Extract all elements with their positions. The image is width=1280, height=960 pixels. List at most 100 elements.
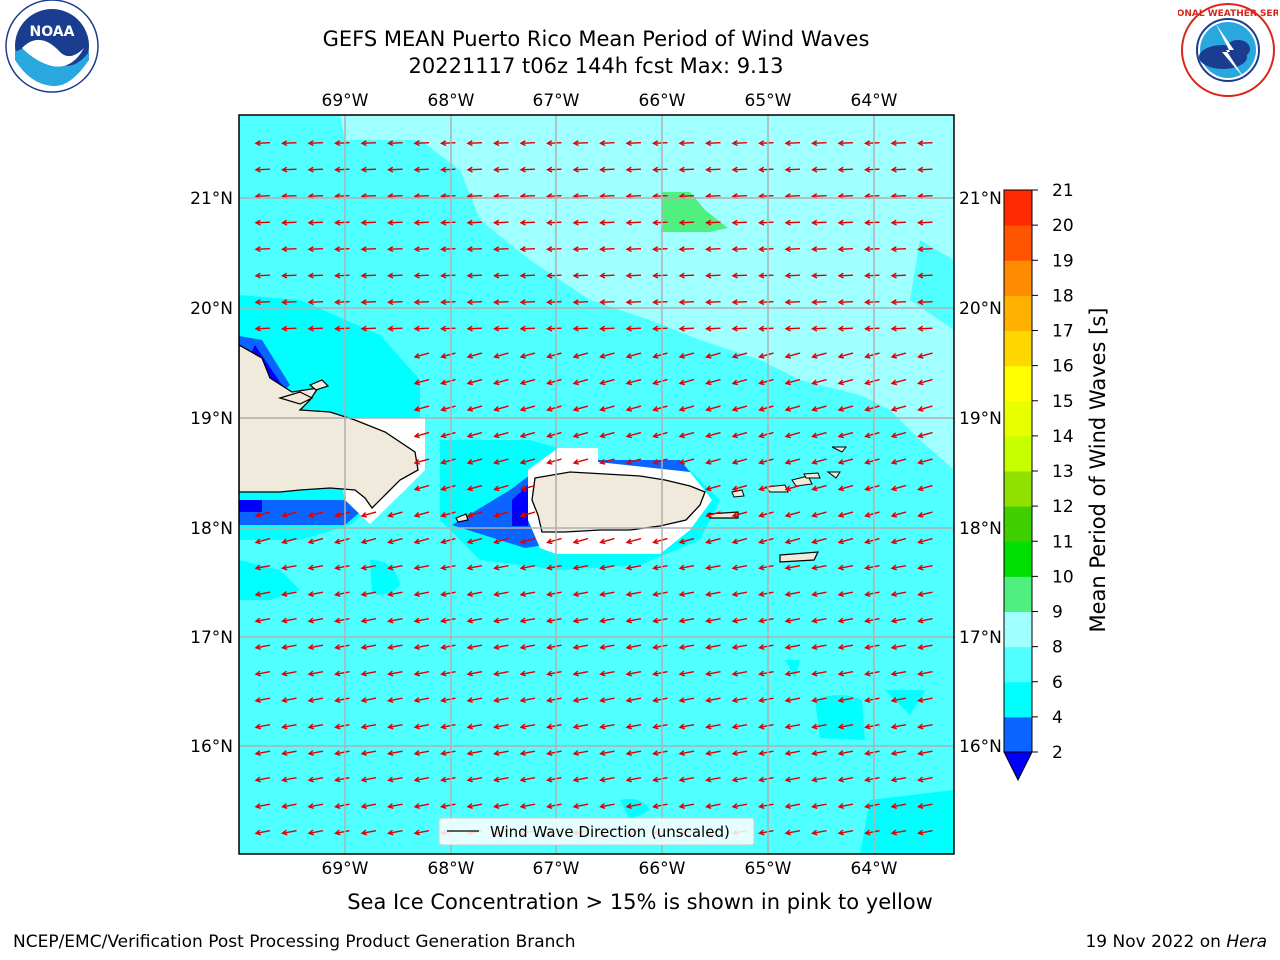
wind-wave-arrow	[360, 299, 377, 306]
wind-wave-arrow	[811, 484, 827, 492]
wind-wave-arrow	[387, 272, 403, 279]
wind-wave-arrow	[546, 325, 562, 332]
wind-wave-arrow	[519, 325, 536, 332]
wind-wave-arrow	[413, 537, 430, 545]
wind-wave-arrow	[440, 803, 456, 810]
wind-wave-arrow	[811, 272, 827, 279]
wind-wave-arrow	[572, 697, 589, 704]
wind-wave-arrow	[758, 591, 774, 598]
wind-wave-arrow	[917, 484, 933, 492]
lat-tick-left: 18°N	[190, 519, 233, 539]
wind-wave-arrow	[254, 750, 271, 757]
colorbar-segment	[1004, 190, 1032, 226]
wind-wave-arrow	[307, 140, 324, 147]
wind-wave-arrow	[811, 537, 827, 545]
wind-wave-arrow	[864, 405, 880, 412]
wind-wave-arrow	[811, 458, 827, 465]
wind-wave-arrow	[254, 272, 271, 279]
colorbar-ticks: 2 4 6 8 9 10 11 12 13 14 15 16 17 18 19 20 21	[1032, 181, 1074, 763]
wind-wave-arrow	[678, 723, 695, 730]
wind-wave-arrow	[466, 325, 483, 332]
wind-wave-arrow	[890, 352, 907, 359]
wind-wave-arrow	[864, 458, 880, 465]
footer-date: 19 Nov 2022 on Hera	[1085, 932, 1267, 952]
wind-wave-arrow	[466, 750, 483, 757]
wind-wave-arrow	[413, 166, 430, 173]
lon-tick-bottom: 66°W	[639, 859, 686, 879]
wind-wave-arrow	[705, 352, 721, 359]
wind-wave-arrow	[440, 405, 456, 412]
wind-wave-arrow	[864, 644, 880, 651]
wind-wave-arrow	[334, 299, 350, 306]
wind-wave-arrow	[440, 564, 456, 571]
wind-wave-arrow	[599, 405, 615, 412]
wind-wave-arrow	[917, 405, 933, 412]
wind-wave-arrow	[599, 697, 615, 704]
wind-wave-arrow	[652, 299, 668, 306]
wind-wave-arrow	[466, 537, 483, 545]
wind-wave-arrow	[440, 591, 456, 598]
wind-wave-arrow	[519, 776, 536, 783]
wind-wave-arrow	[731, 272, 748, 279]
wind-wave-arrow	[440, 458, 456, 465]
wind-wave-arrow	[387, 537, 403, 545]
colorbar-tick-label: 4	[1052, 708, 1063, 728]
wind-wave-arrow	[678, 405, 695, 412]
wind-wave-arrow	[281, 829, 297, 836]
wind-wave-arrow	[281, 670, 297, 677]
wind-wave-arrow	[864, 140, 880, 147]
wind-wave-arrow	[493, 458, 509, 465]
wind-wave-arrow	[678, 272, 695, 279]
wind-wave-arrow	[440, 697, 456, 704]
wind-wave-arrow	[784, 405, 801, 412]
wind-wave-arrow	[546, 537, 562, 545]
wind-wave-arrow	[466, 458, 483, 465]
wind-wave-arrow	[705, 564, 721, 571]
wind-wave-arrow	[440, 431, 456, 439]
nws-logo: NATIONAL WEATHER SERVICE	[1178, 3, 1278, 97]
wind-wave-arrow	[811, 378, 827, 386]
wind-wave-arrow	[784, 325, 801, 332]
wind-wave-arrow	[784, 484, 801, 492]
wind-wave-arrow	[493, 378, 509, 386]
wind-wave-arrow	[705, 166, 721, 173]
wind-wave-arrow	[281, 325, 297, 332]
lon-tick-top: 66°W	[639, 91, 686, 111]
wind-wave-arrow	[705, 246, 721, 253]
wind-wave-arrow	[864, 776, 880, 783]
wind-wave-arrow	[678, 325, 695, 332]
wind-wave-arrow	[652, 697, 668, 704]
wind-wave-arrow	[254, 617, 271, 624]
wind-wave-arrow	[917, 564, 933, 571]
svg-text:NATIONAL WEATHER SERVICE: NATIONAL WEATHER SERVICE	[1178, 9, 1278, 19]
wind-wave-arrow	[546, 299, 562, 306]
wind-wave-arrow	[784, 378, 801, 386]
wind-wave-arrow	[758, 511, 774, 518]
wind-wave-arrow	[440, 299, 456, 306]
wind-wave-arrow	[890, 776, 907, 783]
wind-wave-arrow	[440, 644, 456, 651]
wind-wave-arrow	[731, 803, 748, 810]
wind-wave-arrow	[334, 644, 350, 651]
wind-wave-arrow	[254, 803, 271, 810]
wind-wave-arrow	[811, 219, 827, 226]
wind-wave-arrow	[440, 352, 456, 359]
wind-wave-arrow	[678, 246, 695, 253]
wind-wave-arrow	[705, 458, 721, 465]
colorbar-segment	[1004, 225, 1032, 261]
wind-wave-arrow	[360, 325, 377, 332]
wind-wave-arrow	[546, 431, 562, 439]
wind-wave-arrow	[890, 829, 907, 836]
wave-field-8-9s	[340, 115, 954, 470]
wind-wave-arrow	[837, 484, 854, 492]
wind-wave-arrow	[678, 299, 695, 306]
wind-wave-arrow	[307, 644, 324, 651]
lat-tick-left: 16°N	[190, 737, 233, 757]
wind-wave-arrow	[652, 325, 668, 332]
wind-wave-arrow	[890, 431, 907, 439]
wind-wave-arrow	[705, 803, 721, 810]
wind-wave-arrow	[307, 564, 324, 571]
lon-tick-bottom: 65°W	[745, 859, 792, 879]
wind-wave-arrow	[731, 723, 748, 730]
wind-wave-arrow	[440, 776, 456, 783]
